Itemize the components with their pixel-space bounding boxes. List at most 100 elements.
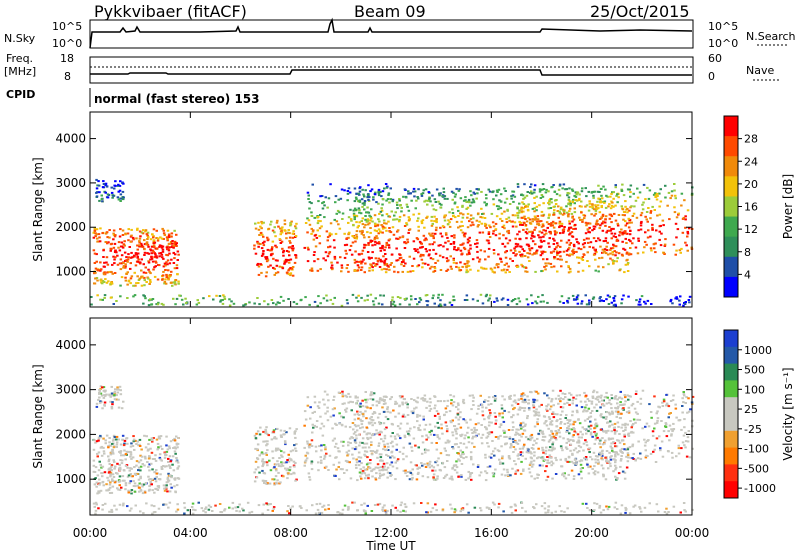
echo-pixel: [629, 195, 632, 198]
echo-pixel: [552, 265, 556, 268]
echo-pixel: [441, 293, 444, 296]
echo-pixel: [134, 252, 138, 255]
echo-pixel: [512, 440, 515, 443]
echo-pixel: [516, 214, 520, 217]
echo-pixel: [513, 247, 516, 250]
echo-pixel: [480, 190, 483, 193]
echo-pixel: [121, 190, 125, 193]
echo-pixel: [310, 214, 314, 217]
echo-pixel: [387, 220, 390, 223]
echo-pixel: [481, 267, 485, 270]
echo-pixel: [261, 465, 264, 468]
echo-pixel: [432, 237, 435, 240]
echo-pixel: [559, 418, 562, 420]
echo-pixel: [563, 402, 566, 405]
echo-pixel: [306, 452, 310, 455]
echo-pixel: [600, 299, 603, 302]
echo-pixel: [353, 207, 357, 210]
echo-pixel: [158, 478, 162, 481]
echo-pixel: [566, 299, 569, 302]
echo-pixel: [547, 397, 551, 400]
echo-pixel: [353, 269, 357, 272]
echo-pixel: [497, 205, 501, 208]
echo-pixel: [620, 205, 623, 208]
echo-pixel: [268, 249, 272, 252]
echo-pixel: [515, 225, 518, 228]
echo-pixel: [340, 264, 344, 267]
echo-pixel: [549, 207, 553, 209]
echo-pixel: [532, 443, 535, 446]
echo-pixel: [140, 258, 143, 261]
echo-pixel: [545, 465, 548, 468]
echo-pixel: [612, 197, 615, 200]
echo-pixel: [113, 398, 117, 401]
echo-pixel: [457, 266, 461, 269]
echo-pixel: [396, 271, 400, 274]
echo-pixel: [608, 295, 611, 298]
echo-pixel: [99, 392, 103, 395]
echo-pixel: [470, 408, 473, 411]
echo-pixel: [101, 386, 104, 389]
echo-pixel: [630, 205, 633, 208]
echo-pixel: [579, 463, 583, 466]
echo-pixel: [109, 467, 112, 470]
echo-pixel: [266, 248, 270, 251]
echo-pixel: [600, 206, 603, 209]
echo-pixel: [354, 464, 358, 467]
echo-pixel: [577, 199, 581, 202]
echo-pixel: [453, 425, 456, 427]
echo-pixel: [429, 200, 432, 203]
echo-pixel: [378, 453, 382, 456]
echo-pixel: [460, 220, 463, 223]
echo-pixel: [295, 222, 298, 225]
echo-pixel: [383, 443, 386, 446]
echo-pixel: [107, 445, 110, 448]
echo-pixel: [548, 230, 551, 233]
echo-pixel: [601, 458, 604, 461]
echo-pixel: [173, 240, 177, 243]
echo-pixel: [502, 234, 505, 237]
echo-pixel: [588, 301, 591, 304]
echo-pixel: [516, 454, 519, 457]
echo-pixel: [672, 422, 675, 425]
echo-pixel: [324, 251, 328, 254]
echo-pixel: [609, 403, 613, 406]
echo-pixel: [541, 435, 545, 438]
echo-pixel: [461, 204, 464, 207]
echo-pixel: [423, 200, 426, 203]
echo-pixel: [347, 392, 350, 395]
echo-pixel: [156, 448, 159, 451]
echo-pixel: [353, 448, 357, 451]
echo-pixel: [485, 436, 488, 439]
echo-pixel: [451, 478, 454, 481]
echo-pixel: [386, 185, 389, 188]
echo-pixel: [358, 253, 361, 256]
echo-pixel: [342, 416, 345, 419]
echo-pixel: [492, 475, 495, 478]
echo-pixel: [581, 259, 585, 261]
echo-pixel: [318, 445, 321, 448]
echo-pixel: [468, 220, 471, 223]
echo-pixel: [119, 268, 123, 271]
echo-pixel: [382, 403, 386, 405]
echo-pixel: [110, 281, 113, 284]
echo-pixel: [130, 251, 133, 254]
echo-pixel: [615, 251, 618, 254]
echo-pixel: [264, 275, 268, 278]
echo-pixel: [288, 254, 291, 257]
echo-pixel: [447, 240, 450, 243]
echo-pixel: [379, 397, 382, 400]
echo-pixel: [688, 301, 691, 304]
echo-pixel: [637, 303, 640, 306]
echo-pixel: [146, 231, 150, 234]
echo-pixel: [454, 430, 458, 433]
echo-pixel: [507, 411, 511, 414]
echo-pixel: [587, 190, 590, 193]
echo-pixel: [543, 233, 546, 236]
echo-pixel: [427, 199, 430, 202]
echo-pixel: [567, 198, 571, 201]
echo-pixel: [267, 265, 270, 268]
echo-pixel: [346, 264, 349, 266]
echo-pixel: [161, 248, 165, 251]
echo-pixel: [533, 252, 536, 255]
